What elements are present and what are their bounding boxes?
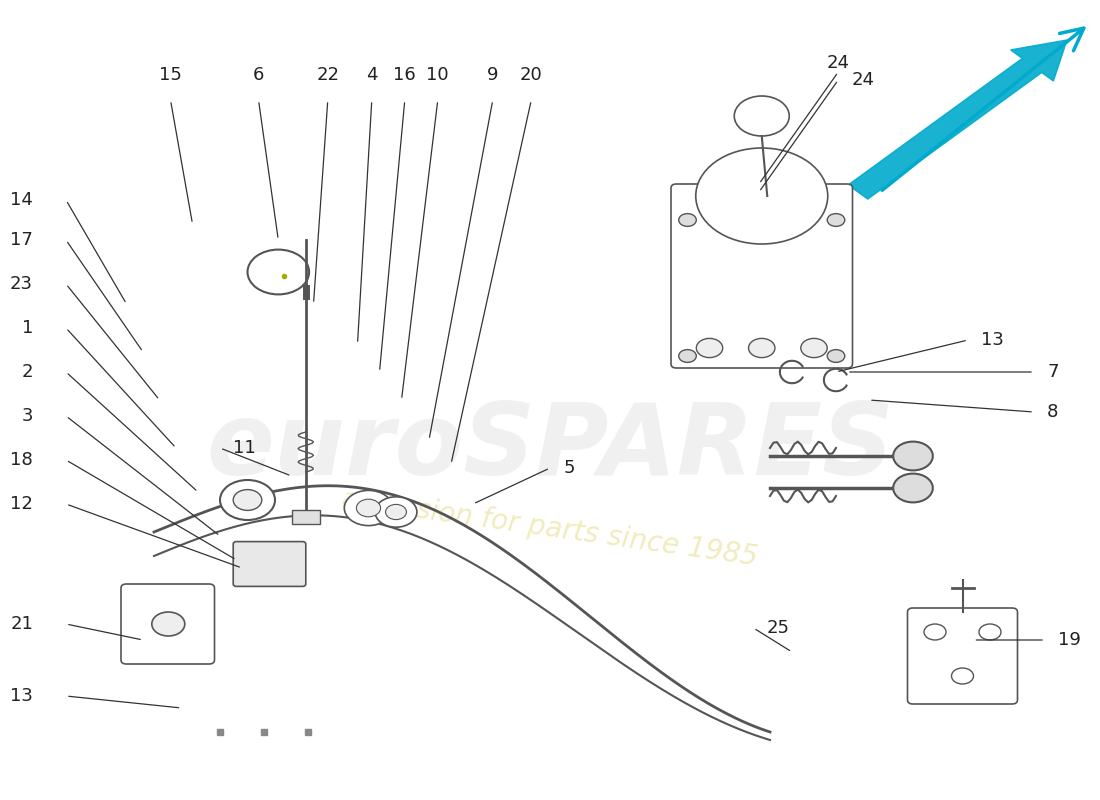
Text: 8: 8 [1047,403,1058,421]
Circle shape [152,612,185,636]
Text: 6: 6 [253,66,264,84]
Circle shape [893,442,933,470]
Circle shape [827,350,845,362]
Text: 2: 2 [22,363,33,381]
Circle shape [827,214,845,226]
Text: 15: 15 [160,66,182,84]
Circle shape [356,499,381,517]
Text: 9: 9 [487,66,498,84]
Circle shape [735,96,790,136]
Text: 5: 5 [563,459,574,477]
FancyBboxPatch shape [908,608,1018,704]
Text: 22: 22 [317,66,339,84]
Text: euroSPARES: euroSPARES [206,399,894,497]
Text: 7: 7 [1047,363,1058,381]
Text: 13: 13 [981,331,1004,349]
Text: 4: 4 [366,66,377,84]
FancyBboxPatch shape [671,184,852,368]
Circle shape [344,490,393,526]
Circle shape [233,490,262,510]
Text: 12: 12 [10,495,33,513]
Circle shape [695,148,827,244]
Text: 17: 17 [10,231,33,249]
Circle shape [924,624,946,640]
Text: 18: 18 [10,451,33,469]
Text: 25: 25 [767,619,790,637]
Text: 3: 3 [22,407,33,425]
Circle shape [220,480,275,520]
Text: a passion for parts since 1985: a passion for parts since 1985 [340,485,760,571]
Text: 23: 23 [10,275,33,293]
Text: 10: 10 [427,66,449,84]
Circle shape [979,624,1001,640]
Circle shape [893,474,933,502]
Text: 13: 13 [10,687,33,705]
Text: 24: 24 [851,71,874,89]
Circle shape [696,338,723,358]
Circle shape [679,214,696,226]
Text: 21: 21 [10,615,33,633]
Circle shape [952,668,974,684]
Circle shape [386,504,407,520]
Circle shape [248,250,309,294]
Text: 11: 11 [233,439,256,457]
Circle shape [801,338,827,358]
Circle shape [375,497,417,527]
Text: 19: 19 [1058,631,1081,649]
Circle shape [748,338,774,358]
FancyBboxPatch shape [233,542,306,586]
Bar [292,510,320,524]
Text: 14: 14 [10,191,33,209]
Circle shape [679,350,696,362]
Text: 1: 1 [22,319,33,337]
Text: 20: 20 [520,66,542,84]
Text: 16: 16 [394,66,416,84]
Text: 24: 24 [827,54,849,72]
FancyBboxPatch shape [121,584,214,664]
FancyArrow shape [848,40,1067,199]
